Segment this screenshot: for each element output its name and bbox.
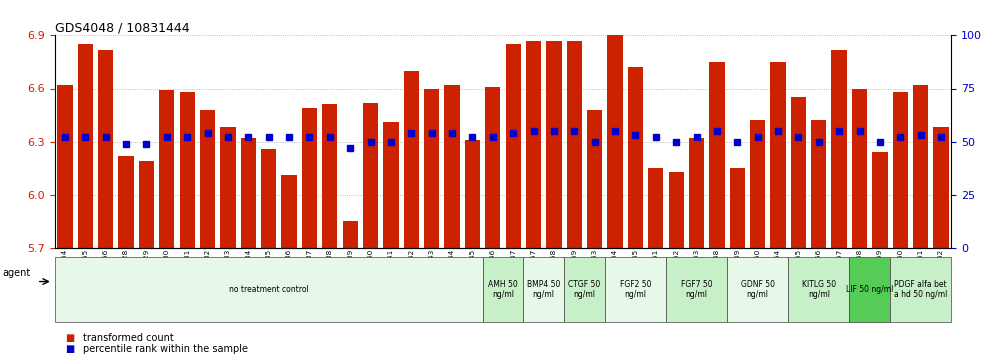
Text: LIF 50 ng/ml: LIF 50 ng/ml [846,285,893,294]
Bar [119,156,133,248]
Bar [666,257,727,322]
Bar [483,257,523,322]
Bar [567,41,582,248]
Bar [872,152,887,248]
Bar [200,110,215,248]
Bar [587,110,603,248]
Bar [261,149,276,248]
Bar [55,257,483,322]
Bar [730,168,745,248]
Bar [933,127,948,248]
Bar [159,90,174,248]
Bar [689,138,704,248]
Bar [485,87,500,248]
Text: KITLG 50
ng/ml: KITLG 50 ng/ml [802,280,836,299]
Bar [322,104,338,248]
Bar [852,88,868,248]
Bar [220,127,236,248]
Bar [526,41,541,248]
Bar [523,257,564,322]
Bar [788,257,850,322]
Bar [424,88,439,248]
Bar [343,221,358,248]
Text: PDGF alfa bet
a hd 50 ng/ml: PDGF alfa bet a hd 50 ng/ml [894,280,947,299]
Bar [890,257,951,322]
Text: agent: agent [2,268,30,278]
Bar [98,50,114,248]
Bar [648,168,663,248]
Bar [791,97,806,248]
Text: percentile rank within the sample: percentile rank within the sample [83,344,248,354]
Text: ■: ■ [65,333,74,343]
Bar [811,120,827,248]
Text: FGF2 50
ng/ml: FGF2 50 ng/ml [620,280,651,299]
Bar [506,44,521,248]
Text: FGF7 50
ng/ml: FGF7 50 ng/ml [680,280,712,299]
Bar [709,62,724,248]
Bar [850,257,890,322]
Text: AMH 50
ng/ml: AMH 50 ng/ml [488,280,518,299]
Text: CTGF 50
ng/ml: CTGF 50 ng/ml [569,280,601,299]
Bar [444,85,460,248]
Bar [605,257,666,322]
Bar [138,161,154,248]
Bar [179,92,195,248]
Bar [58,85,73,248]
Text: GDNF 50
ng/ml: GDNF 50 ng/ml [741,280,775,299]
Bar [750,120,765,248]
Bar [770,62,786,248]
Bar [465,140,480,248]
Bar [282,175,297,248]
Bar [403,71,419,248]
Bar [832,50,847,248]
Text: no treatment control: no treatment control [229,285,309,294]
Text: GDS4048 / 10831444: GDS4048 / 10831444 [55,21,189,34]
Bar [383,122,398,248]
Bar [302,108,317,248]
Text: BMP4 50
ng/ml: BMP4 50 ng/ml [527,280,561,299]
Bar [78,44,93,248]
Bar [564,257,605,322]
Bar [627,67,643,248]
Bar [668,172,684,248]
Bar [608,23,622,248]
Bar [241,138,256,248]
Bar [727,257,788,322]
Bar [913,85,928,248]
Text: transformed count: transformed count [83,333,173,343]
Bar [892,92,908,248]
Text: ■: ■ [65,344,74,354]
Bar [363,103,378,248]
Bar [546,41,562,248]
